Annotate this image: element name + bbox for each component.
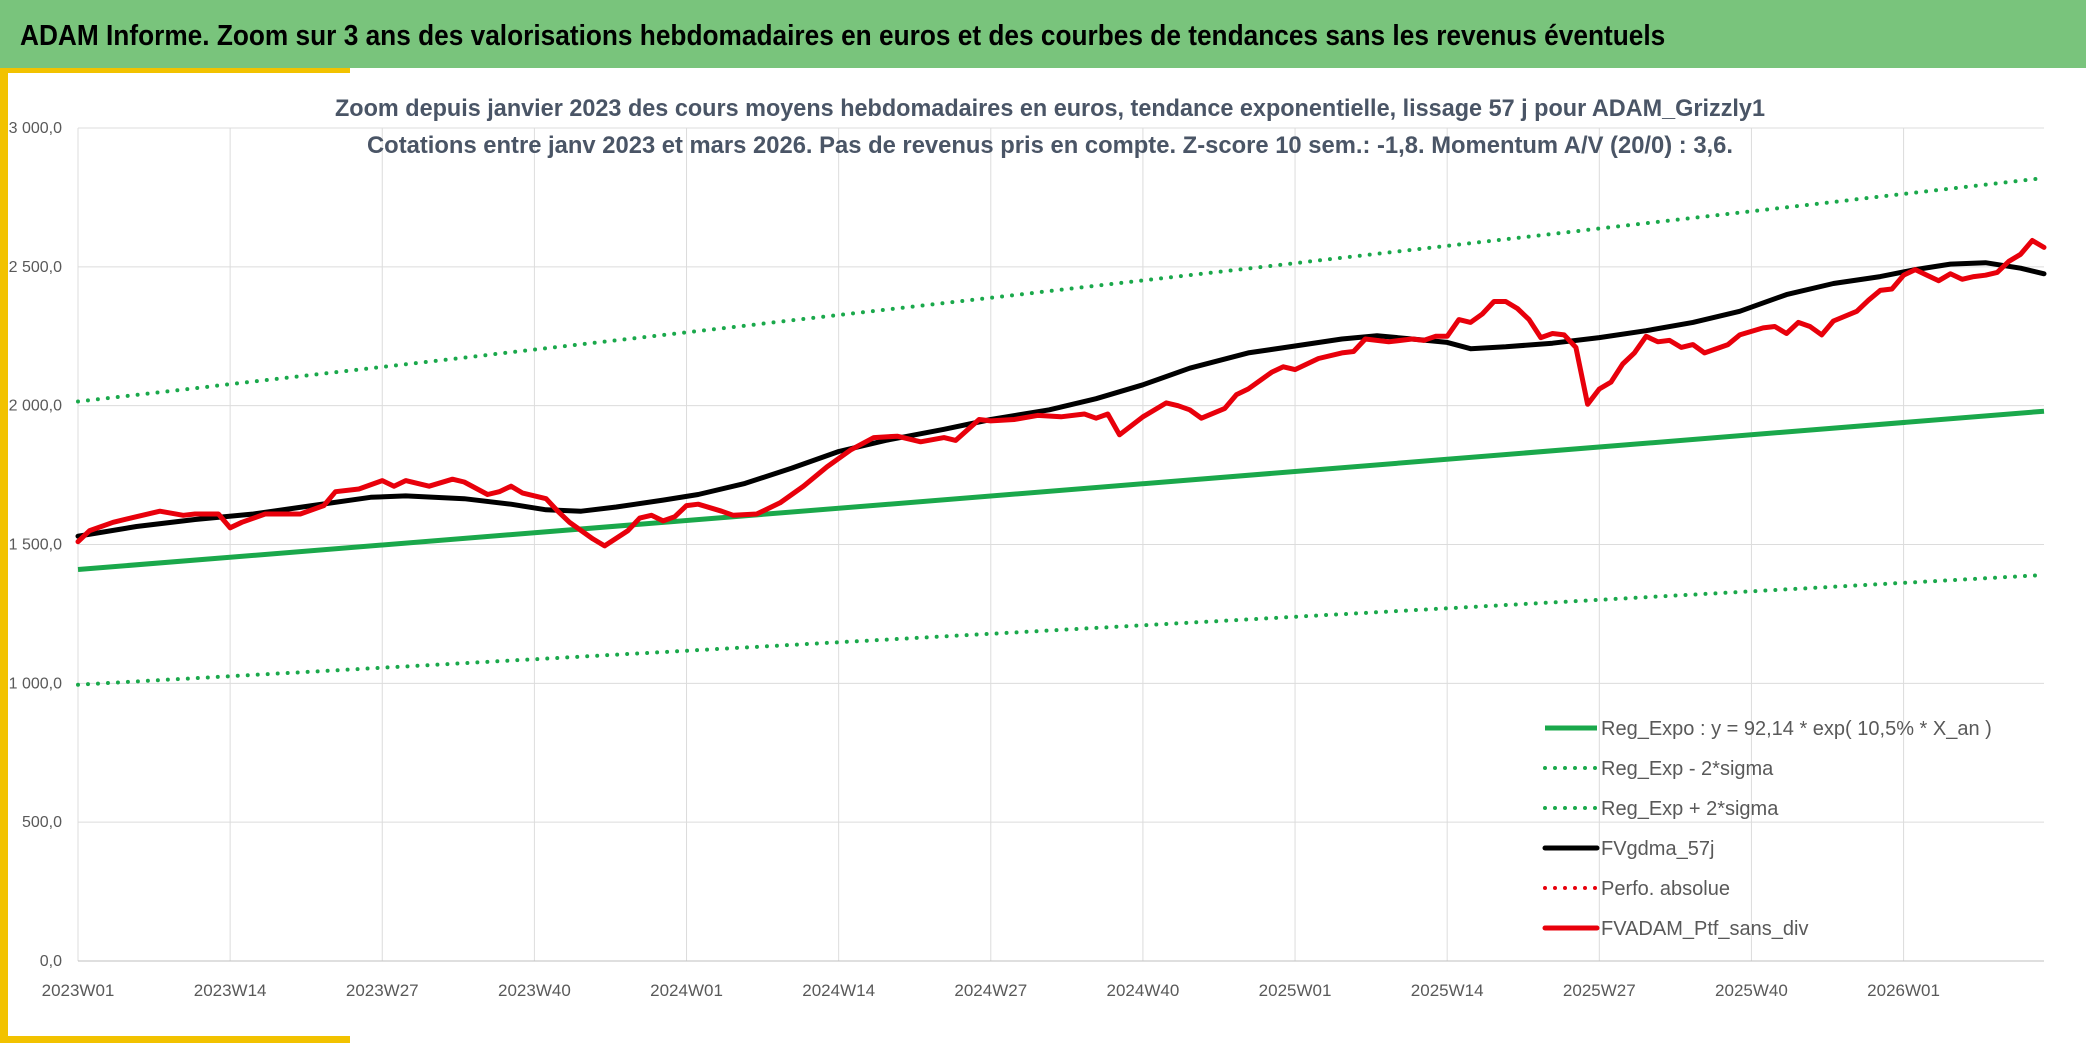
legend-label: Reg_Exp - 2*sigma	[1601, 758, 1774, 780]
series-line-reg-exp-2-sigma	[76, 176, 2046, 404]
x-tick-label: 2026W01	[1867, 981, 1940, 1000]
banner-title: ADAM Informe. Zoom sur 3 ans des valoris…	[20, 20, 1666, 52]
x-tick-label: 2024W40	[1107, 981, 1180, 1000]
x-tick-label: 2024W01	[650, 981, 723, 1000]
y-tick-label: 0,0	[40, 953, 62, 970]
x-tick-label: 2023W27	[346, 981, 419, 1000]
x-tick-label: 2023W01	[42, 981, 115, 1000]
x-tick-label: 2024W14	[802, 981, 875, 1000]
legend: Reg_Expo : y = 92,14 * exp( 10,5% * X_an…	[1542, 718, 1992, 940]
axes: 0,0 500,0 1 000,0 1 500,0 2 000,0 2 500,0 3 00…	[9, 120, 2044, 1000]
x-tick-label: 2023W40	[498, 981, 571, 1000]
chart-title-line1: Zoom depuis janvier 2023 des cours moyen…	[335, 95, 1765, 122]
y-tick-label: 3 000,0	[9, 120, 62, 137]
legend-label: FVADAM_Ptf_sans_div	[1601, 918, 1809, 940]
legend-label: Perfo. absolue	[1601, 878, 1730, 900]
series-line-fvgdma-57j	[75, 260, 2047, 539]
legend-label: FVgdma_57j	[1601, 838, 1714, 860]
y-tick-label: 500,0	[22, 814, 62, 831]
x-tick-label: 2025W40	[1715, 981, 1788, 1000]
y-tick-label: 2 500,0	[9, 259, 62, 276]
series-line-reg-exp-2-sigma	[76, 573, 2046, 687]
series-layer	[75, 176, 2047, 687]
series-line-reg-expo-y-92-14-exp-10-5-x-an	[77, 408, 2045, 572]
title-banner: ADAM Informe. Zoom sur 3 ans des valoris…	[0, 0, 2086, 68]
y-tick-label: 1 500,0	[9, 537, 62, 554]
x-tick-label: 2025W14	[1411, 981, 1484, 1000]
x-tick-label: 2024W27	[954, 981, 1027, 1000]
x-tick-label: 2025W01	[1259, 981, 1332, 1000]
accent-bar-left	[0, 68, 8, 1043]
accent-bar-top	[0, 68, 350, 73]
legend-label: Reg_Exp + 2*sigma	[1601, 798, 1779, 820]
chart-title-line2: Cotations entre janv 2023 et mars 2026. …	[367, 132, 1733, 159]
accent-bar-bottom	[0, 1036, 350, 1043]
y-tick-label: 1 000,0	[9, 675, 62, 692]
x-tick-label: 2025W27	[1563, 981, 1636, 1000]
x-tick-label: 2023W14	[194, 981, 267, 1000]
series-line-fvadam-ptf-sans-div	[75, 238, 2047, 549]
legend-label: Reg_Expo : y = 92,14 * exp( 10,5% * X_an…	[1601, 718, 1992, 740]
y-tick-label: 2 000,0	[9, 398, 62, 415]
